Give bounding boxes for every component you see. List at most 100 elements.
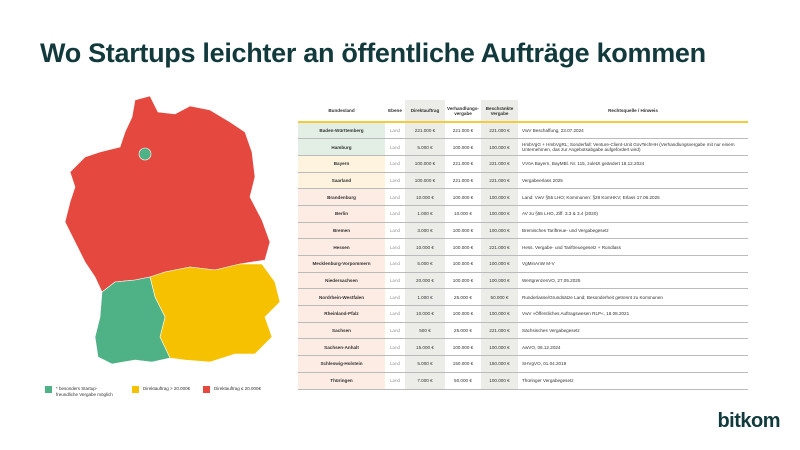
table-row: Hessen Land 10.000 €100.000 €221.000 € Hess… [298, 238, 748, 256]
cell-ebene: Land [385, 255, 405, 273]
cell-direkt: 5.000 € [405, 138, 445, 156]
table-row: Schleswig-Holstein Land 5.000 €150.000 €15… [298, 355, 748, 373]
cell-land: Brandenburg [298, 188, 385, 206]
cell-land: Thüringen [298, 372, 385, 390]
legend-item-red: Direktauftrag ≤ 20.000€ [203, 386, 261, 393]
cell-beschraenkt: 100.000 € [481, 205, 518, 223]
table-row: Baden-Württemberg Land 221.000 €221.000 €2… [298, 122, 748, 140]
cell-quelle: VVöA Bayern, BayMBl. Nr. 115, zuletzt ge… [518, 155, 748, 173]
map-region-green [94, 276, 171, 365]
cell-verhandlung: 100.000 € [445, 222, 481, 240]
cell-quelle: Thüringer Vergabegesetz [518, 372, 748, 390]
table-row: Hamburg Land 5.000 €100.000 €100.000 € HmbV… [298, 138, 748, 156]
cell-verhandlung: 100.000 € [445, 138, 481, 156]
legend-swatch-green [45, 386, 52, 393]
col-header: Rechtsquelle / Hinweis [518, 100, 748, 123]
legend-label: Direktauftrag > 20.000€ [143, 386, 191, 391]
col-header: Direktauftrag [405, 100, 445, 123]
cell-ebene: Land [385, 138, 405, 156]
cell-quelle: Hess. Vergabe- und Tariftreuegesetz + Ru… [518, 238, 748, 256]
cell-direkt: 7.000 € [405, 372, 445, 390]
cell-ebene: Land [385, 372, 405, 390]
cell-land: Hamburg [298, 138, 385, 156]
cell-beschraenkt: 100.000 € [481, 188, 518, 206]
cell-verhandlung: 150.000 € [445, 355, 481, 373]
cell-beschraenkt: 100.000 € [481, 255, 518, 273]
col-header: Bundesland [298, 100, 385, 123]
cell-land: Bremen [298, 222, 385, 240]
cell-beschraenkt: 150.000 € [481, 355, 518, 373]
cell-beschraenkt: 100.000 € [481, 305, 518, 323]
table-row: Mecklenburg-Vorpommern Land 5.000 €100.000… [298, 255, 748, 273]
legend-swatch-red [203, 386, 210, 393]
cell-ebene: Land [385, 272, 405, 290]
cell-verhandlung: 10.000 € [445, 205, 481, 223]
cell-verhandlung: 100.000 € [445, 338, 481, 357]
table-row: Nordrhein-Westfalen Land 1.000 €25.000 €50… [298, 288, 748, 307]
table-row: Thüringen Land 7.000 €50.000 €100.000 € Thü… [298, 372, 748, 390]
cell-ebene: Land [385, 338, 405, 357]
cell-direkt: 1.000 € [405, 205, 445, 223]
cell-quelle: VgMinAnW M-V [518, 255, 748, 273]
cell-direkt: 100.000 € [405, 155, 445, 173]
table-row: Rheinland-Pfalz Land 10.000 €100.000 €100.… [298, 305, 748, 323]
cell-verhandlung: 100.000 € [445, 188, 481, 206]
cell-direkt: 5.000 € [405, 255, 445, 273]
cell-ebene: Land [385, 238, 405, 256]
map-hamburg-green [138, 147, 152, 161]
cell-land: Berlin [298, 205, 385, 223]
cell-verhandlung: 50.000 € [445, 372, 481, 390]
cell-direkt: 500 € [405, 322, 445, 340]
cell-verhandlung: 25.000 € [445, 322, 481, 340]
cell-beschraenkt: 100.000 € [481, 338, 518, 357]
cell-quelle: AV zu §55 LHO, Ziff. 3.3 & 3.4 (2020) [518, 205, 748, 223]
procurement-table: Bundesland Ebene Direktauftrag Verhandlu… [298, 100, 748, 390]
legend-item-green: * besonders Startup-freundliche Vergabe … [45, 386, 116, 398]
table-row: Niedersachsen Land 20.000 €100.000 €100.00… [298, 272, 748, 290]
cell-ebene: Land [385, 305, 405, 323]
cell-beschraenkt: 221.000 € [481, 238, 518, 256]
cell-direkt: 20.000 € [405, 272, 445, 290]
cell-ebene: Land [385, 155, 405, 173]
cell-direkt: 10.000 € [405, 188, 445, 206]
cell-verhandlung: 25.000 € [445, 288, 481, 307]
cell-land: Niedersachsen [298, 272, 385, 290]
cell-land: Schleswig-Holstein [298, 355, 385, 373]
table-row: Sachsen-Anhalt Land 15.000 €100.000 €100.0… [298, 338, 748, 357]
cell-verhandlung: 100.000 € [445, 238, 481, 256]
legend-swatch-yellow [132, 386, 139, 393]
page-title: Wo Startups leichter an öffentliche Auft… [40, 38, 706, 68]
cell-verhandlung: 221.000 € [445, 172, 481, 190]
cell-land: Hessen [298, 238, 385, 256]
cell-verhandlung: 221.000 € [445, 122, 481, 140]
cell-quelle: Land: VwV §55 LHO; Kommunen: §28 KomHKV;… [518, 188, 748, 206]
cell-direkt: 3.000 € [405, 222, 445, 240]
bitkom-logo: bitkom [717, 410, 780, 432]
table-row: Bayern Land 100.000 €221.000 €221.000 € VVö… [298, 155, 748, 173]
cell-direkt: 10.000 € [405, 305, 445, 323]
cell-direkt: 15.000 € [405, 338, 445, 357]
table-row: Saarland Land 100.000 €221.000 €221.000 € V… [298, 172, 748, 190]
cell-ebene: Land [385, 172, 405, 190]
table-row: Bremen Land 3.000 €100.000 €100.000 € Bremi… [298, 222, 748, 240]
cell-land: Sachsen-Anhalt [298, 338, 385, 357]
col-header: Ebene [385, 100, 405, 123]
cell-beschraenkt: 50.000 € [481, 288, 518, 307]
cell-direkt: 100.000 € [405, 172, 445, 190]
map-region-yellow [149, 263, 281, 363]
cell-land: Rheinland-Pfalz [298, 305, 385, 323]
cell-ebene: Land [385, 205, 405, 223]
cell-land: Mecklenburg-Vorpommern [298, 255, 385, 273]
cell-quelle: Sächsisches Vergabegesetz [518, 322, 748, 340]
cell-beschraenkt: 100.000 € [481, 138, 518, 156]
germany-map [64, 95, 281, 365]
cell-quelle: Bremisches Tariftreue- und Vergabegesetz [518, 222, 748, 240]
table-row: Brandenburg Land 10.000 €100.000 €100.000 … [298, 188, 748, 206]
cell-land: Sachsen [298, 322, 385, 340]
cell-verhandlung: 100.000 € [445, 305, 481, 323]
cell-verhandlung: 100.000 € [445, 255, 481, 273]
cell-ebene: Land [385, 122, 405, 140]
cell-ebene: Land [385, 288, 405, 307]
cell-ebene: Land [385, 222, 405, 240]
cell-quelle: SHVgVO, 01.04.2019 [518, 355, 748, 373]
